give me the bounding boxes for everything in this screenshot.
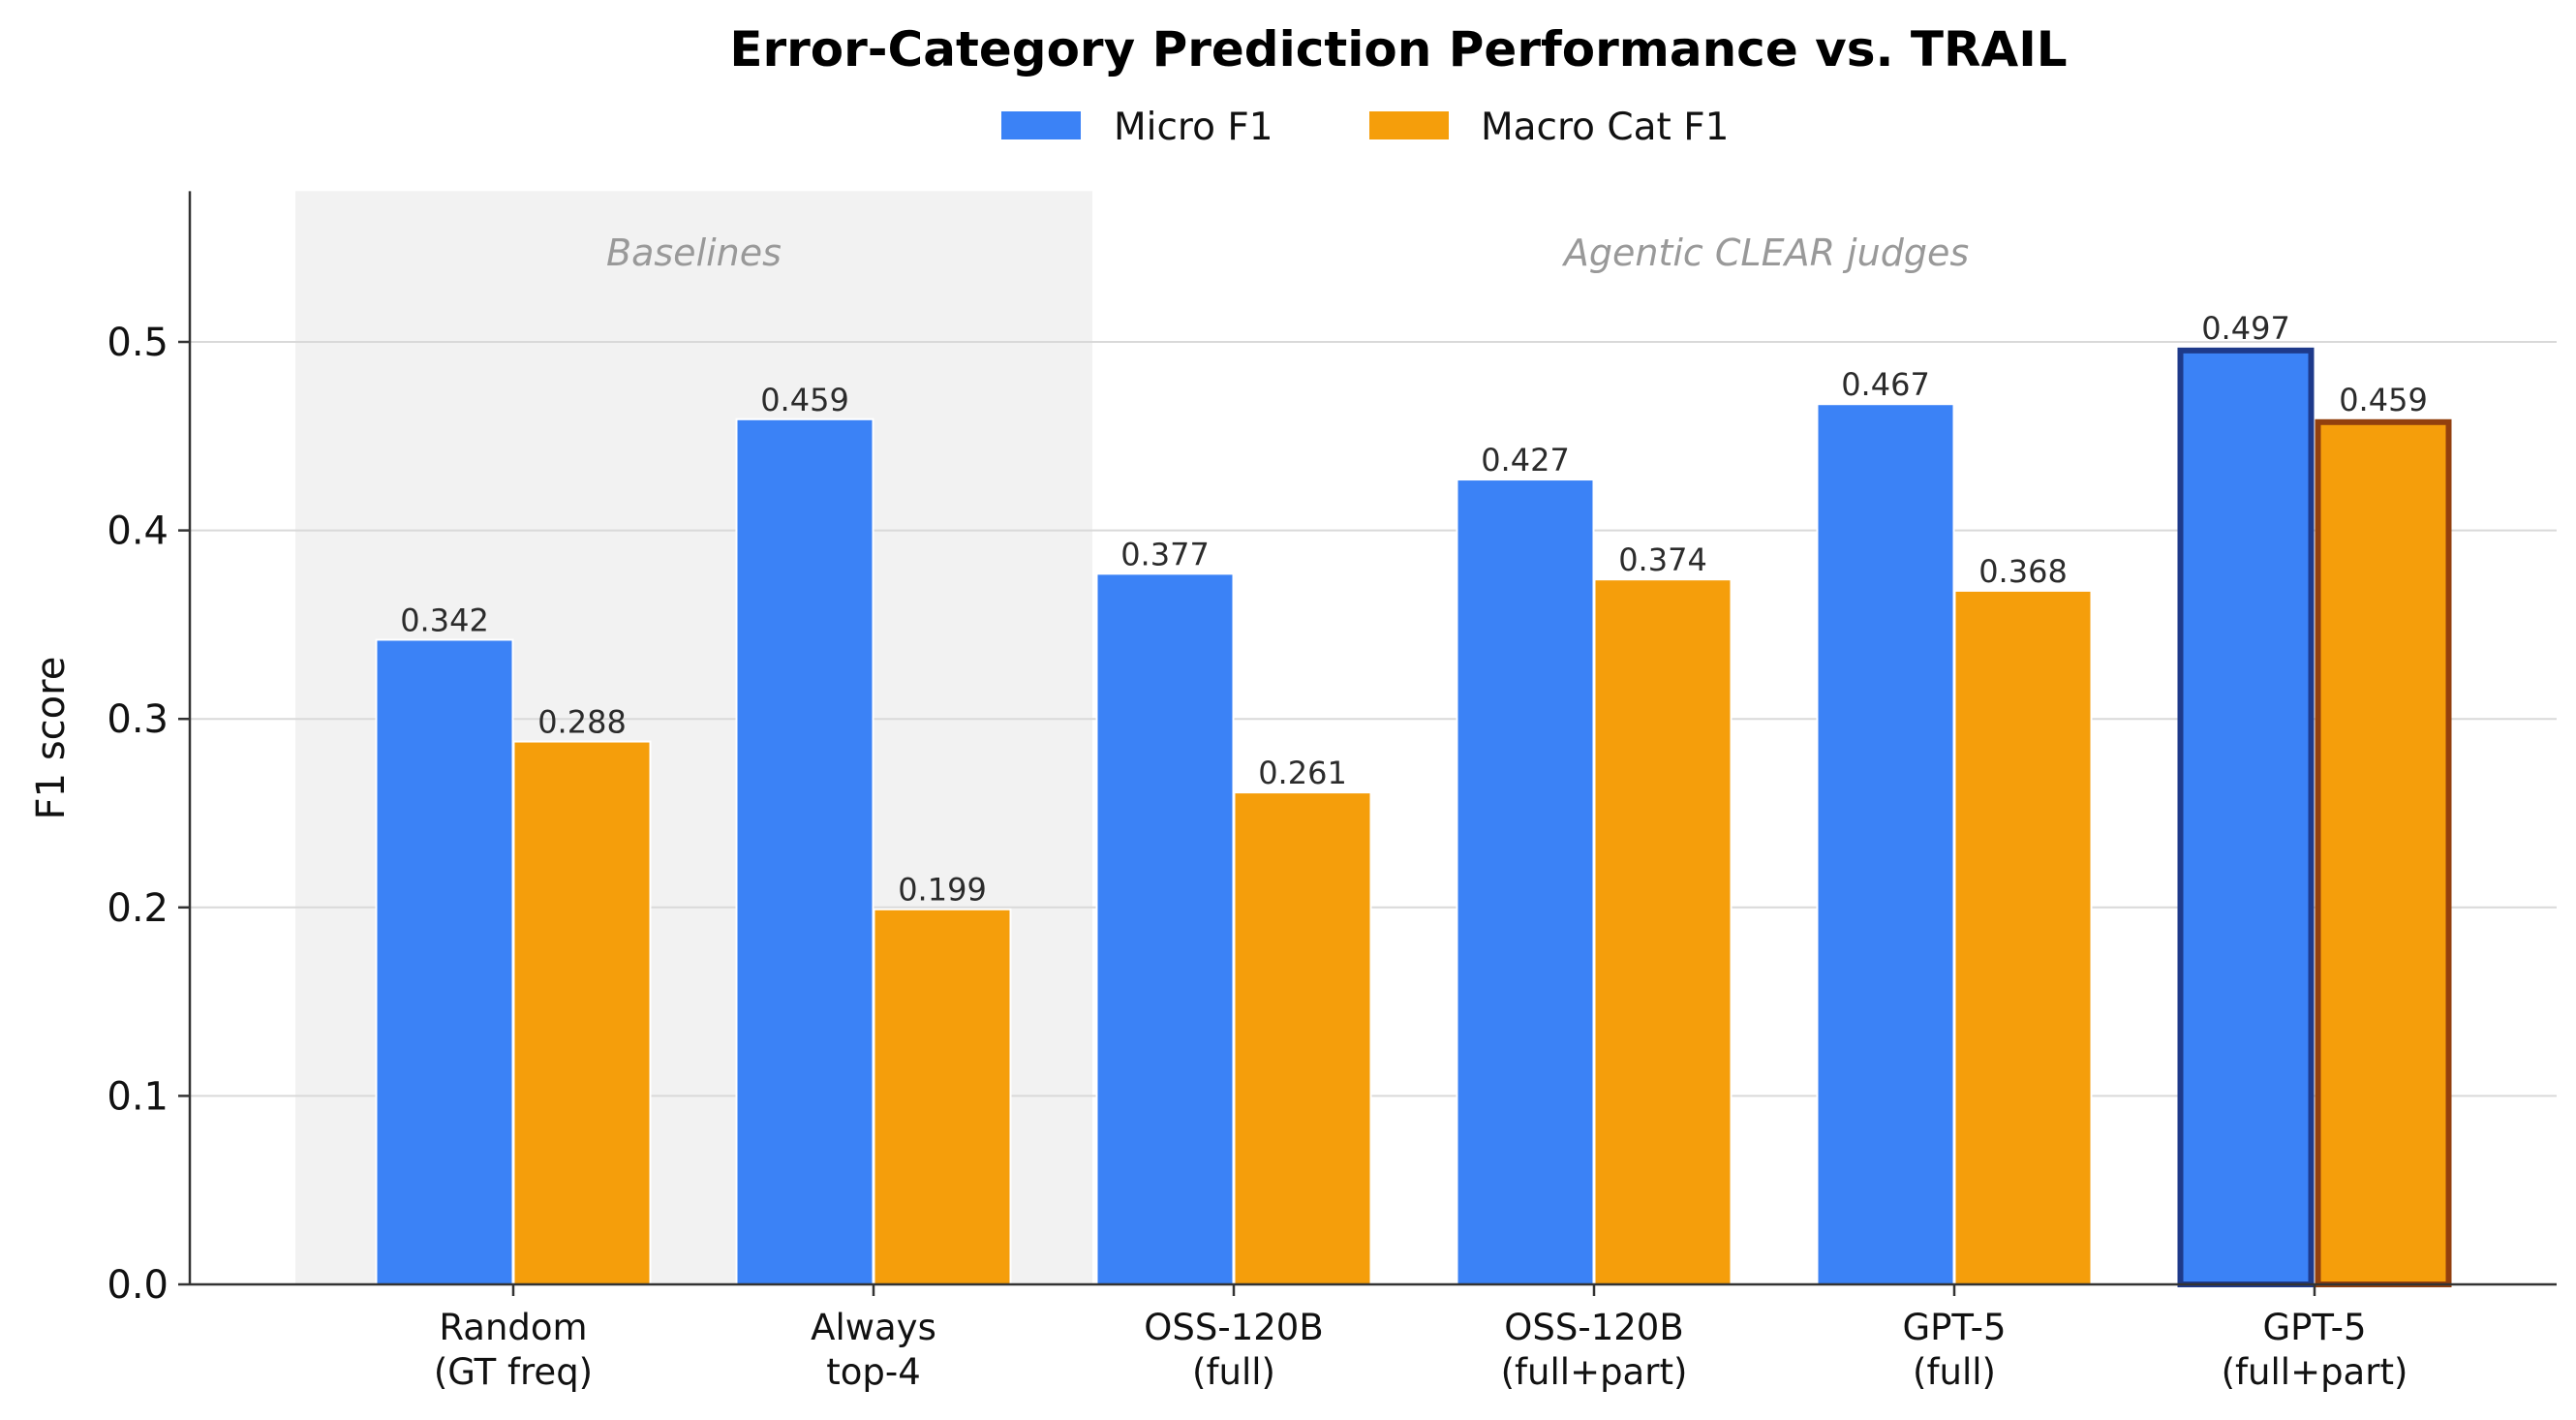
x-tick-label-2: OSS-120B (full)	[1144, 1307, 1323, 1393]
bar-micro-f1-2	[1095, 572, 1235, 1285]
value-label-micro-f1-4: 0.467	[1841, 366, 1930, 403]
y-tick-label-0-0: 0.0	[107, 1263, 169, 1308]
y-tick-label-0-3: 0.3	[107, 697, 169, 742]
bar-macro-cat-f1-2	[1233, 791, 1372, 1285]
value-label-micro-f1-3: 0.427	[1481, 442, 1570, 478]
x-tick-label-5: GPT-5 (full+part)	[2222, 1307, 2408, 1393]
bar-micro-f1-0	[375, 638, 514, 1285]
legend-label-micro-f1: Micro F1	[1114, 106, 1273, 149]
y-tick-label-0-2: 0.2	[107, 886, 169, 931]
legend-swatch-micro-f1	[1001, 111, 1081, 139]
y-axis-label: F1 score	[29, 657, 74, 820]
legend-label-macro-cat-f1: Macro Cat F1	[1481, 106, 1730, 149]
x-tick-label-4: GPT-5 (full)	[1902, 1307, 2006, 1393]
x-tick-label-3: OSS-120B (full+part)	[1501, 1307, 1688, 1393]
y-tick-label-0-1: 0.1	[107, 1074, 169, 1119]
legend: Micro F1 Macro Cat F1	[1001, 106, 1730, 149]
value-label-macro-cat-f1-0: 0.288	[537, 704, 627, 741]
bar-macro-cat-f1-4	[1953, 589, 2093, 1285]
bar-macro-cat-f1-5	[2315, 418, 2452, 1287]
value-label-macro-cat-f1-2: 0.261	[1258, 755, 1347, 791]
bar-micro-f1-4	[1816, 403, 1955, 1285]
x-tick-label-1: Always top-4	[811, 1307, 936, 1393]
value-label-macro-cat-f1-5: 0.459	[2339, 382, 2428, 418]
bar-macro-cat-f1-1	[873, 908, 1012, 1285]
bar-micro-f1-3	[1456, 478, 1595, 1286]
value-label-micro-f1-2: 0.377	[1120, 536, 1210, 572]
value-label-macro-cat-f1-3: 0.374	[1618, 541, 1707, 578]
y-tick-label-0-4: 0.4	[107, 509, 169, 554]
value-label-micro-f1-0: 0.342	[400, 602, 489, 638]
x-tick-label-0: Random (GT freq)	[434, 1307, 593, 1393]
value-label-macro-cat-f1-1: 0.199	[898, 872, 987, 909]
bar-macro-cat-f1-0	[512, 740, 652, 1285]
chart-title: Error-Category Prediction Performance vs…	[729, 21, 2067, 77]
bar-micro-f1-1	[735, 417, 874, 1285]
bar-micro-f1-5	[2177, 347, 2315, 1287]
y-tick-label-0-5: 0.5	[107, 321, 169, 365]
bars-layer	[375, 347, 2452, 1287]
value-labels-layer: 0.342 0.288 0.459 0.199 0.377 0.261 0.427 0.374…	[400, 310, 2428, 909]
value-label-micro-f1-5: 0.497	[2201, 310, 2290, 347]
bar-macro-cat-f1-3	[1593, 578, 1733, 1285]
value-label-micro-f1-1: 0.459	[760, 382, 849, 418]
value-label-macro-cat-f1-4: 0.368	[1978, 553, 2068, 590]
axes-layer: 0.0 0.1 0.2 0.3 0.4 0.5 Random (GT freq) Always t…	[107, 191, 2557, 1393]
legend-swatch-macro-cat-f1	[1369, 111, 1449, 139]
region-label-agentic-clear-judges: Agentic CLEAR judges	[1561, 232, 1969, 274]
region-label-baselines: Baselines	[606, 232, 782, 274]
